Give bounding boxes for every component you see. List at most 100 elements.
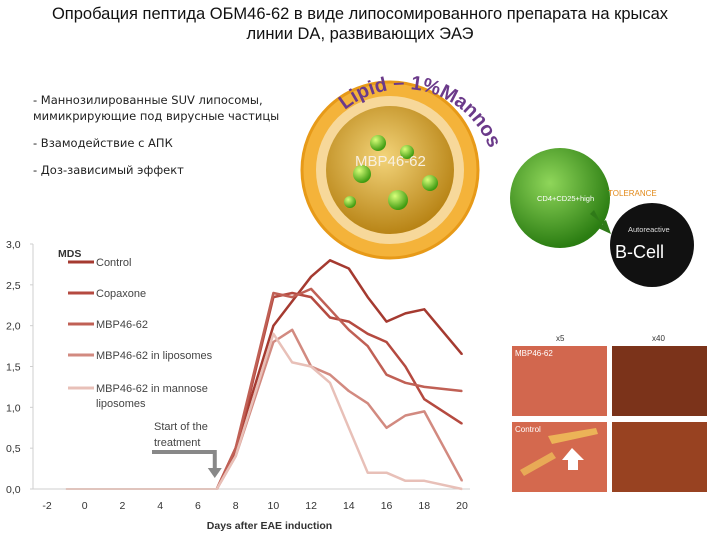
data-point: [348, 267, 350, 270]
data-point: [404, 382, 407, 384]
data-point: [348, 426, 350, 429]
data-point: [385, 341, 388, 343]
peptide-ball: [388, 190, 408, 210]
histology-row-label: MBP46-62: [515, 349, 553, 358]
x-tick-label: 14: [343, 500, 355, 512]
liposome-core: [326, 106, 454, 234]
data-point: [234, 447, 237, 449]
treg-circle: [510, 148, 610, 248]
data-point: [291, 296, 294, 298]
histology-panels: x5 x40 MBP46-62 Control: [512, 334, 707, 492]
data-point: [404, 365, 407, 368]
data-point: [461, 488, 463, 490]
legend-label: Control: [96, 257, 131, 269]
y-tick-label: 2,0: [6, 321, 21, 333]
histology-col-label: x5: [556, 334, 565, 343]
histology-image-mbp-x5: [512, 346, 607, 416]
x-tick-label: -2: [42, 500, 51, 512]
tolerance-diagram: CD4+CD25+high TOLERANCE Autoreactive B-C…: [510, 148, 694, 287]
data-point: [461, 353, 463, 356]
peptide-ball: [400, 145, 414, 159]
data-point: [291, 292, 294, 294]
bullet-item: - Взамодействие с АПК: [33, 136, 173, 150]
x-tick-label: 20: [456, 500, 468, 512]
treatment-arrowhead-icon: [207, 468, 222, 478]
liposome-illustration: MBP46-62 Lipid – 1%Mannose: [0, 0, 505, 260]
data-point: [404, 480, 407, 482]
data-point: [272, 333, 275, 335]
data-point: [423, 386, 426, 388]
data-point: [423, 398, 426, 400]
data-point: [366, 471, 369, 474]
chart-title: MDS: [58, 248, 81, 260]
legend-label: liposomes: [96, 398, 146, 410]
series-line: [215, 259, 463, 490]
bcell-big-label: B-Cell: [615, 242, 664, 262]
bullet-item: - Маннозилированные SUV липосомы, мимикр…: [33, 93, 280, 123]
series-line: [215, 287, 463, 490]
data-point: [329, 316, 331, 319]
bcell-small-label: Autoreactive: [628, 225, 670, 234]
peptide-ball: [422, 175, 438, 191]
x-tick-label: 2: [120, 500, 126, 512]
legend-label: Copaxone: [96, 288, 146, 300]
data-point: [366, 345, 369, 347]
data-point: [310, 296, 312, 298]
lesion-streak: [548, 428, 598, 444]
legend-label: MBP46-62 in liposomes: [96, 350, 213, 362]
data-point: [423, 480, 426, 482]
data-point: [366, 402, 369, 405]
histology-col-label: x40: [652, 334, 665, 343]
legend-label: MBP46-62: [96, 319, 148, 331]
y-tick-label: 2,5: [6, 280, 21, 292]
histology-image-control-x40: [612, 422, 707, 492]
tolerance-arrow-icon: [590, 210, 611, 234]
data-point: [291, 328, 294, 331]
y-tick-label: 0,0: [6, 484, 21, 496]
x-tick-label: 6: [195, 500, 201, 512]
x-tick-label: 16: [381, 500, 393, 512]
data-point: [291, 361, 294, 364]
data-point: [310, 288, 312, 290]
data-point: [404, 414, 407, 417]
treatment-arrow: [152, 450, 217, 470]
data-point: [310, 365, 312, 368]
data-point: [291, 300, 294, 302]
data-point: [348, 328, 350, 331]
peptide-ball: [344, 196, 356, 208]
arrow-icon: [562, 448, 584, 470]
data-point: [366, 296, 369, 298]
data-point: [385, 320, 388, 323]
data-point: [272, 324, 275, 327]
peptide-ball: [353, 165, 371, 183]
annotation-text: Start of the: [154, 421, 208, 433]
data-point: [272, 341, 275, 343]
data-point: [423, 308, 426, 311]
treg-label: CD4+CD25+high: [537, 194, 594, 203]
data-point: [366, 333, 369, 335]
y-tick-label: 1,0: [6, 402, 21, 414]
mds-line-chart: 0,0 0,5 1,0 1,5 2,0 2,5 3,0 -2 0 2 4 6 8 10 12 14 16 18 20…: [6, 239, 470, 532]
x-tick-label: 8: [233, 500, 239, 512]
data-point: [385, 426, 388, 429]
data-point: [385, 373, 388, 376]
bullet-item: - Доз-зависимый эффект: [33, 163, 184, 177]
title-line-1: Опробация пептида ОБМ46-62 в виде липосо…: [51, 5, 669, 23]
data-point: [461, 422, 463, 425]
data-point: [348, 390, 350, 392]
x-tick-label: 0: [82, 500, 88, 512]
y-tick-label: 1,5: [6, 362, 21, 374]
data-point: [385, 471, 388, 474]
slide-title: Опробация пептида ОБМ46-62 в виде липосо…: [10, 4, 710, 44]
data-point: [404, 312, 407, 315]
data-point: [329, 373, 331, 376]
liposome-core-label: MBP46-62: [355, 153, 426, 170]
x-tick-label: 12: [305, 500, 317, 512]
data-point: [329, 382, 331, 384]
data-point: [310, 275, 312, 278]
data-point: [348, 320, 350, 323]
y-tick-label: 3,0: [6, 239, 21, 251]
x-tick-label: 18: [418, 500, 430, 512]
annotation-text: treatment: [154, 437, 200, 449]
